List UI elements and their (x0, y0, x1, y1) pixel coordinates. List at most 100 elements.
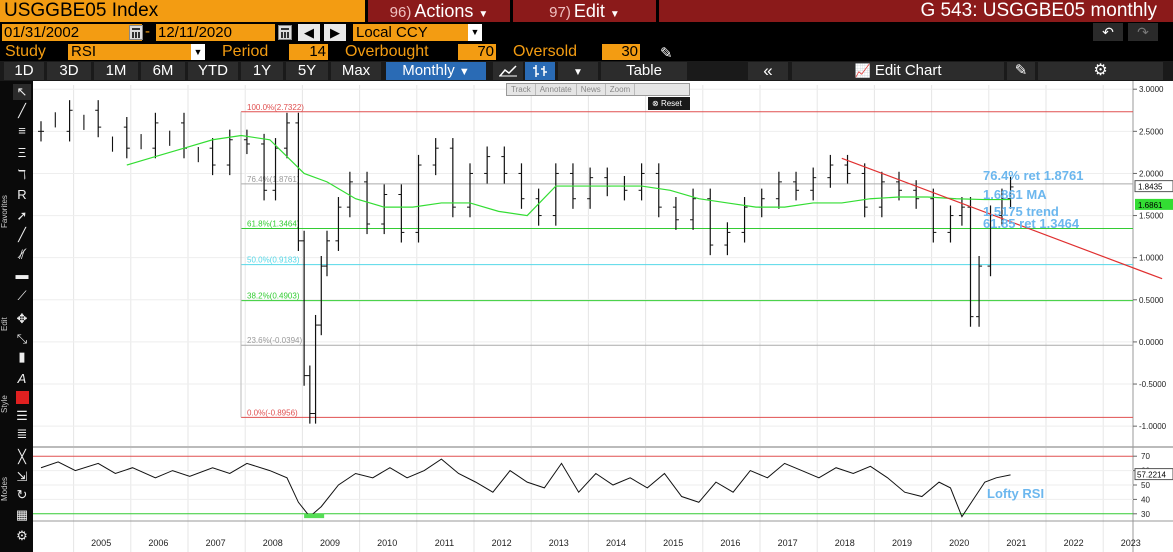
scale-icon[interactable]: ⇲ (16, 469, 28, 484)
end-date-input[interactable]: 12/11/2020 (156, 24, 275, 41)
period-input[interactable]: 14 (289, 44, 328, 60)
edit-menu[interactable]: 97) Edit ▼ (513, 0, 656, 22)
overbought-input[interactable]: 70 (458, 44, 496, 60)
bar-chart-icon[interactable] (525, 62, 555, 80)
arrow-tool-icon[interactable]: ➚ (16, 208, 28, 223)
x-tick-label: 2021 (1006, 538, 1026, 548)
tab-1m[interactable]: 1M (94, 62, 138, 80)
settings-gear[interactable]: ⚙ (1038, 62, 1163, 80)
x-tick-label: 2010 (377, 538, 397, 548)
trendline (841, 157, 1163, 280)
redo-icon[interactable]: ↷ (1128, 23, 1158, 41)
x-tick-label: 2011 (435, 538, 454, 548)
chart-svg: 100.0%(2.7322) 76.4%(1.8761) 61.8%(1.3464)… (33, 81, 1173, 552)
fib-tool-icon[interactable]: Ξ (17, 145, 27, 160)
line-style-icon[interactable]: ≣ (16, 426, 28, 441)
oversold-input[interactable]: 30 (602, 44, 640, 60)
fib-ruler-icon[interactable]: ≡ (18, 123, 26, 138)
style-label: Style (0, 395, 9, 413)
calendar-icon[interactable] (278, 25, 292, 40)
annotate-button[interactable]: Annotate (536, 84, 577, 95)
overbought-label: Overbought (345, 43, 429, 60)
start-date-input[interactable]: 01/31/2002 (2, 24, 142, 41)
track-button[interactable]: Track (507, 84, 536, 95)
x-tick-label: 2017 (778, 538, 798, 548)
x-tick-label: 2013 (549, 538, 569, 548)
gear-icon[interactable]: ⚙ (16, 528, 28, 543)
hline-tool-icon[interactable]: ▬ (15, 267, 29, 282)
text-style-icon[interactable]: A (17, 371, 27, 386)
trend-tool-icon[interactable]: ╱ (18, 227, 26, 242)
measure-tool-icon[interactable]: ⟋ (17, 288, 27, 303)
select-icon[interactable]: ⤡ (16, 331, 28, 346)
zoom-button[interactable]: Zoom (606, 84, 636, 95)
r-tool-icon[interactable]: R (17, 187, 27, 202)
tab-6m[interactable]: 6M (141, 62, 185, 80)
x-tick-label: 2020 (949, 538, 969, 548)
chart-type-dropdown[interactable]: ▼ (558, 62, 598, 80)
tab-1y[interactable]: 1Y (241, 62, 283, 80)
tab-ytd[interactable]: YTD (188, 62, 238, 80)
actions-num: 96) (389, 4, 412, 21)
move-icon[interactable]: ✥ (16, 311, 28, 326)
color-swatch-icon[interactable] (16, 391, 29, 404)
favorites-label: Favorites (0, 195, 9, 229)
tab-5y[interactable]: 5Y (286, 62, 328, 80)
fib-level-label: 61.8%(1.3464) (247, 220, 300, 229)
y-tick-label: 2.5000 (1139, 127, 1164, 136)
ray-tool-icon[interactable]: ⟋ (17, 246, 27, 261)
gap (365, 0, 368, 22)
actions-menu[interactable]: 96) Actions ▼ (368, 0, 510, 22)
left-toolbar: Favorites Edit Style Modes ↖ ╱ ≡ Ξ ℸ R ➚… (0, 81, 33, 552)
study-label: Study (5, 43, 46, 60)
pencil-icon[interactable]: ✎ (660, 45, 673, 62)
tab-max[interactable]: Max (331, 62, 381, 80)
y-tick-label: 0.0000 (1139, 338, 1164, 347)
line-weight-icon[interactable]: ☰ (16, 408, 28, 423)
chart-area[interactable]: 100.0%(2.7322) 76.4%(1.8761) 61.8%(1.3464)… (33, 81, 1173, 552)
date-separator: - (145, 23, 150, 40)
y-tick-label: 2.0000 (1139, 169, 1164, 178)
channel-tool-icon[interactable]: ⫽ (19, 247, 25, 262)
ma-line (126, 134, 1011, 217)
next-arrow-icon[interactable]: ▶ (324, 24, 346, 41)
ticker-field[interactable]: USGGBE05 Index (0, 0, 365, 22)
news-button[interactable]: News (577, 84, 606, 95)
rsi-line (40, 458, 1011, 518)
x-tick-label: 2008 (263, 538, 283, 548)
pen-icon[interactable]: ✎ (1007, 62, 1035, 80)
gear-icon: ⚙ (1093, 62, 1108, 79)
line-chart-icon[interactable] (493, 62, 523, 80)
rsi-y-tick-label: 40 (1141, 495, 1150, 504)
tab-1d[interactable]: 1D (4, 62, 44, 80)
pitchfork-icon[interactable]: ℸ (17, 167, 27, 182)
calendar-icon[interactable] (129, 25, 143, 40)
prev-arrow-icon[interactable]: ◀ (298, 24, 320, 41)
reset-label: Reset (660, 99, 682, 108)
fib-level-label: 0.0%(-0.8956) (247, 408, 298, 417)
reset-button[interactable]: ⊗ Reset (648, 97, 690, 110)
modes-label: Modes (0, 477, 9, 502)
study-select[interactable]: RSI ▼ (68, 44, 205, 60)
undo-icon[interactable]: ↶ (1093, 23, 1123, 41)
edit-num: 97) (549, 4, 571, 21)
annotation-ret764: 76.4% ret 1.8761 (983, 168, 1084, 183)
collapse-left-icon[interactable]: « (748, 62, 788, 80)
grid-icon[interactable]: ▦ (15, 507, 29, 522)
edit-chart-button[interactable]: 📈 Edit Chart (792, 62, 1004, 80)
frequency-select[interactable]: Monthly ▼ (386, 62, 486, 80)
currency-select[interactable]: Local CCY ▼ (353, 24, 482, 41)
actions-label: Actions (414, 1, 474, 21)
line-tool-icon[interactable]: ╱ (18, 103, 26, 118)
x-tick-label: 2007 (206, 538, 226, 548)
table-button[interactable]: Table (601, 62, 687, 80)
chart-edit-icon: 📈 (854, 63, 871, 78)
crosshair-icon[interactable]: ╳ (18, 449, 26, 464)
trash-icon[interactable]: ▮ (18, 349, 26, 364)
cursor-icon[interactable]: ↖ (13, 84, 31, 100)
annotation-ret618: 61.85 ret 1.3464 (983, 216, 1080, 231)
refresh-icon[interactable]: ↻ (16, 487, 28, 502)
x-tick-label: 2019 (892, 538, 912, 548)
tab-3d[interactable]: 3D (47, 62, 91, 80)
